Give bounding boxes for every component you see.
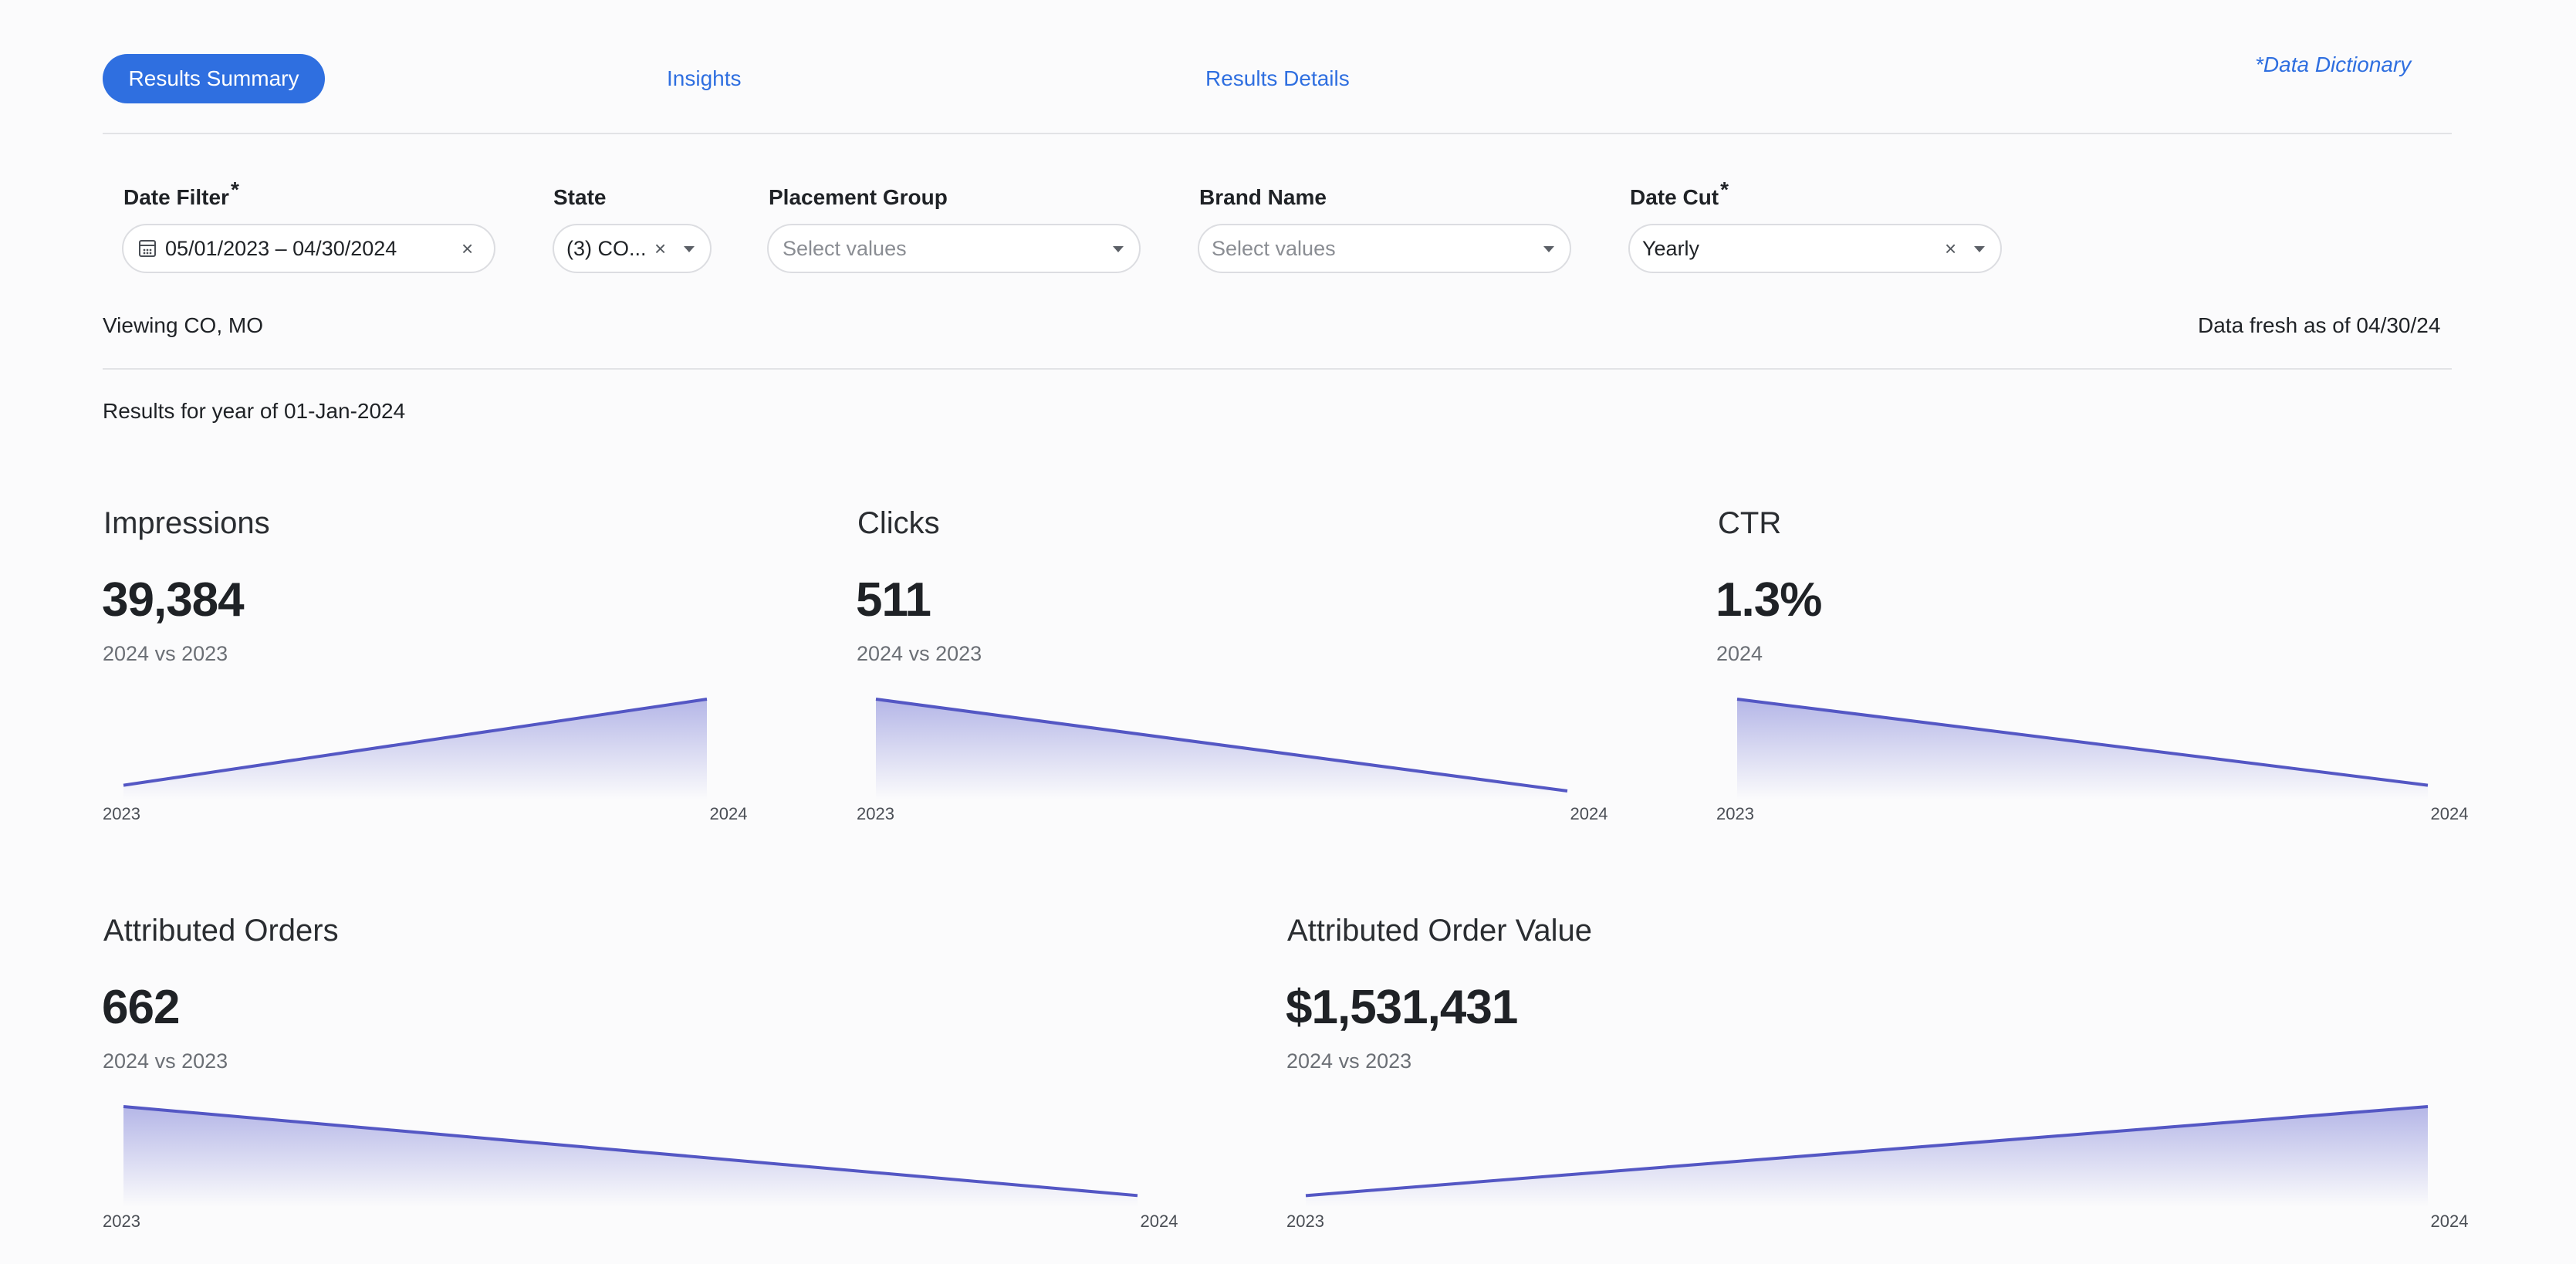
metric-title: CTR	[1718, 506, 1782, 540]
placement-group-select[interactable]: Select values	[767, 224, 1141, 273]
brand-name-label: Brand Name	[1199, 185, 1327, 209]
sparkline-line	[123, 1105, 1138, 1198]
date-filter-value: 05/01/2023 – 04/30/2024	[165, 236, 397, 260]
sparkline-area	[1306, 1107, 2428, 1207]
tab-results-summary[interactable]: Results Summary	[103, 54, 325, 103]
date-filter-label-text: Date Filter	[123, 185, 229, 209]
metric-comparison: 2024 vs 2023	[857, 642, 982, 665]
date-cut-select[interactable]: Yearly ×	[1628, 224, 2002, 273]
impressions-sparkline: 2023 2024	[103, 698, 747, 823]
calendar-icon	[139, 240, 156, 257]
x-tick-label-start: 2023	[103, 804, 140, 823]
date-filter-field[interactable]: 05/01/2023 – 04/30/2024 ×	[122, 224, 495, 273]
sparkline-area	[123, 1107, 1138, 1207]
sparkline-line	[123, 698, 708, 787]
metric-title: Impressions	[103, 506, 270, 540]
brand-name-placeholder: Select values	[1212, 236, 1336, 260]
sparkline-area	[1737, 699, 2428, 799]
header-divider	[103, 133, 2452, 134]
metric-value: 39,384	[102, 573, 245, 627]
date-filter-label: Date Filter*	[123, 177, 239, 210]
date-cut-label: Date Cut*	[1630, 177, 1729, 210]
metric-comparison: 2024	[1716, 642, 1763, 665]
x-tick-label-start: 2023	[1716, 804, 1754, 823]
brand-name-select[interactable]: Select values	[1198, 224, 1571, 273]
sparkline-line	[875, 698, 1568, 793]
x-tick-label-start: 2023	[857, 804, 894, 823]
results-period-text: Results for year of 01-Jan-2024	[103, 399, 406, 423]
date-filter-clear-icon[interactable]: ×	[461, 236, 474, 260]
sparkline-area	[123, 699, 707, 799]
data-dictionary-link[interactable]: *Data Dictionary	[2255, 52, 2412, 76]
data-freshness-text: Data fresh as of 04/30/24	[2198, 313, 2441, 337]
state-chevron-down-icon[interactable]	[684, 246, 695, 252]
x-tick-label-end: 2024	[2431, 804, 2469, 823]
attributed-order-value-sparkline: 2023 2024	[1286, 1105, 2468, 1231]
state-value: (3) CO...	[566, 236, 647, 260]
placement-group-chevron-down-icon[interactable]	[1113, 246, 1124, 252]
metric-value: 662	[102, 981, 180, 1034]
tab-insights[interactable]: Insights	[667, 66, 742, 90]
meta-divider	[103, 368, 2452, 370]
viewing-text: Viewing CO, MO	[103, 313, 263, 337]
state-select[interactable]: (3) CO... ×	[553, 224, 712, 273]
metric-comparison: 2024 vs 2023	[103, 1049, 228, 1073]
placement-group-placeholder: Select values	[783, 236, 907, 260]
ctr-sparkline: 2023 2024	[1716, 698, 2468, 823]
x-tick-label-end: 2024	[1570, 804, 1608, 823]
date-cut-value: Yearly	[1642, 236, 1700, 260]
sparkline-line	[1305, 1105, 2429, 1198]
sparkline-line	[1736, 698, 2429, 787]
state-clear-icon[interactable]: ×	[654, 236, 667, 260]
tab-results-details[interactable]: Results Details	[1205, 66, 1350, 90]
required-marker: *	[1720, 177, 1729, 201]
date-cut-clear-icon[interactable]: ×	[1945, 236, 1957, 260]
brand-name-chevron-down-icon[interactable]	[1543, 246, 1554, 252]
x-tick-label-end: 2024	[710, 804, 748, 823]
metric-title: Attributed Order Value	[1287, 914, 1593, 948]
x-tick-label-end: 2024	[1141, 1212, 1178, 1231]
state-label: State	[553, 185, 607, 209]
x-tick-label-start: 2023	[1286, 1212, 1324, 1231]
metric-title: Attributed Orders	[103, 914, 339, 948]
metric-value: 1.3%	[1716, 573, 1822, 627]
clicks-sparkline: 2023 2024	[857, 698, 1607, 823]
x-tick-label-end: 2024	[2431, 1212, 2469, 1231]
metric-value: $1,531,431	[1286, 981, 1518, 1034]
metric-title: Clicks	[857, 506, 940, 540]
sparkline-area	[876, 699, 1567, 799]
placement-group-label: Placement Group	[769, 185, 948, 209]
required-marker: *	[230, 177, 239, 201]
metric-comparison: 2024 vs 2023	[1286, 1049, 1412, 1073]
date-cut-chevron-down-icon[interactable]	[1974, 246, 1985, 252]
metric-comparison: 2024 vs 2023	[103, 642, 228, 665]
date-cut-label-text: Date Cut	[1630, 185, 1719, 209]
metric-value: 511	[856, 573, 931, 627]
attributed-orders-sparkline: 2023 2024	[103, 1105, 1178, 1231]
x-tick-label-start: 2023	[103, 1212, 140, 1231]
